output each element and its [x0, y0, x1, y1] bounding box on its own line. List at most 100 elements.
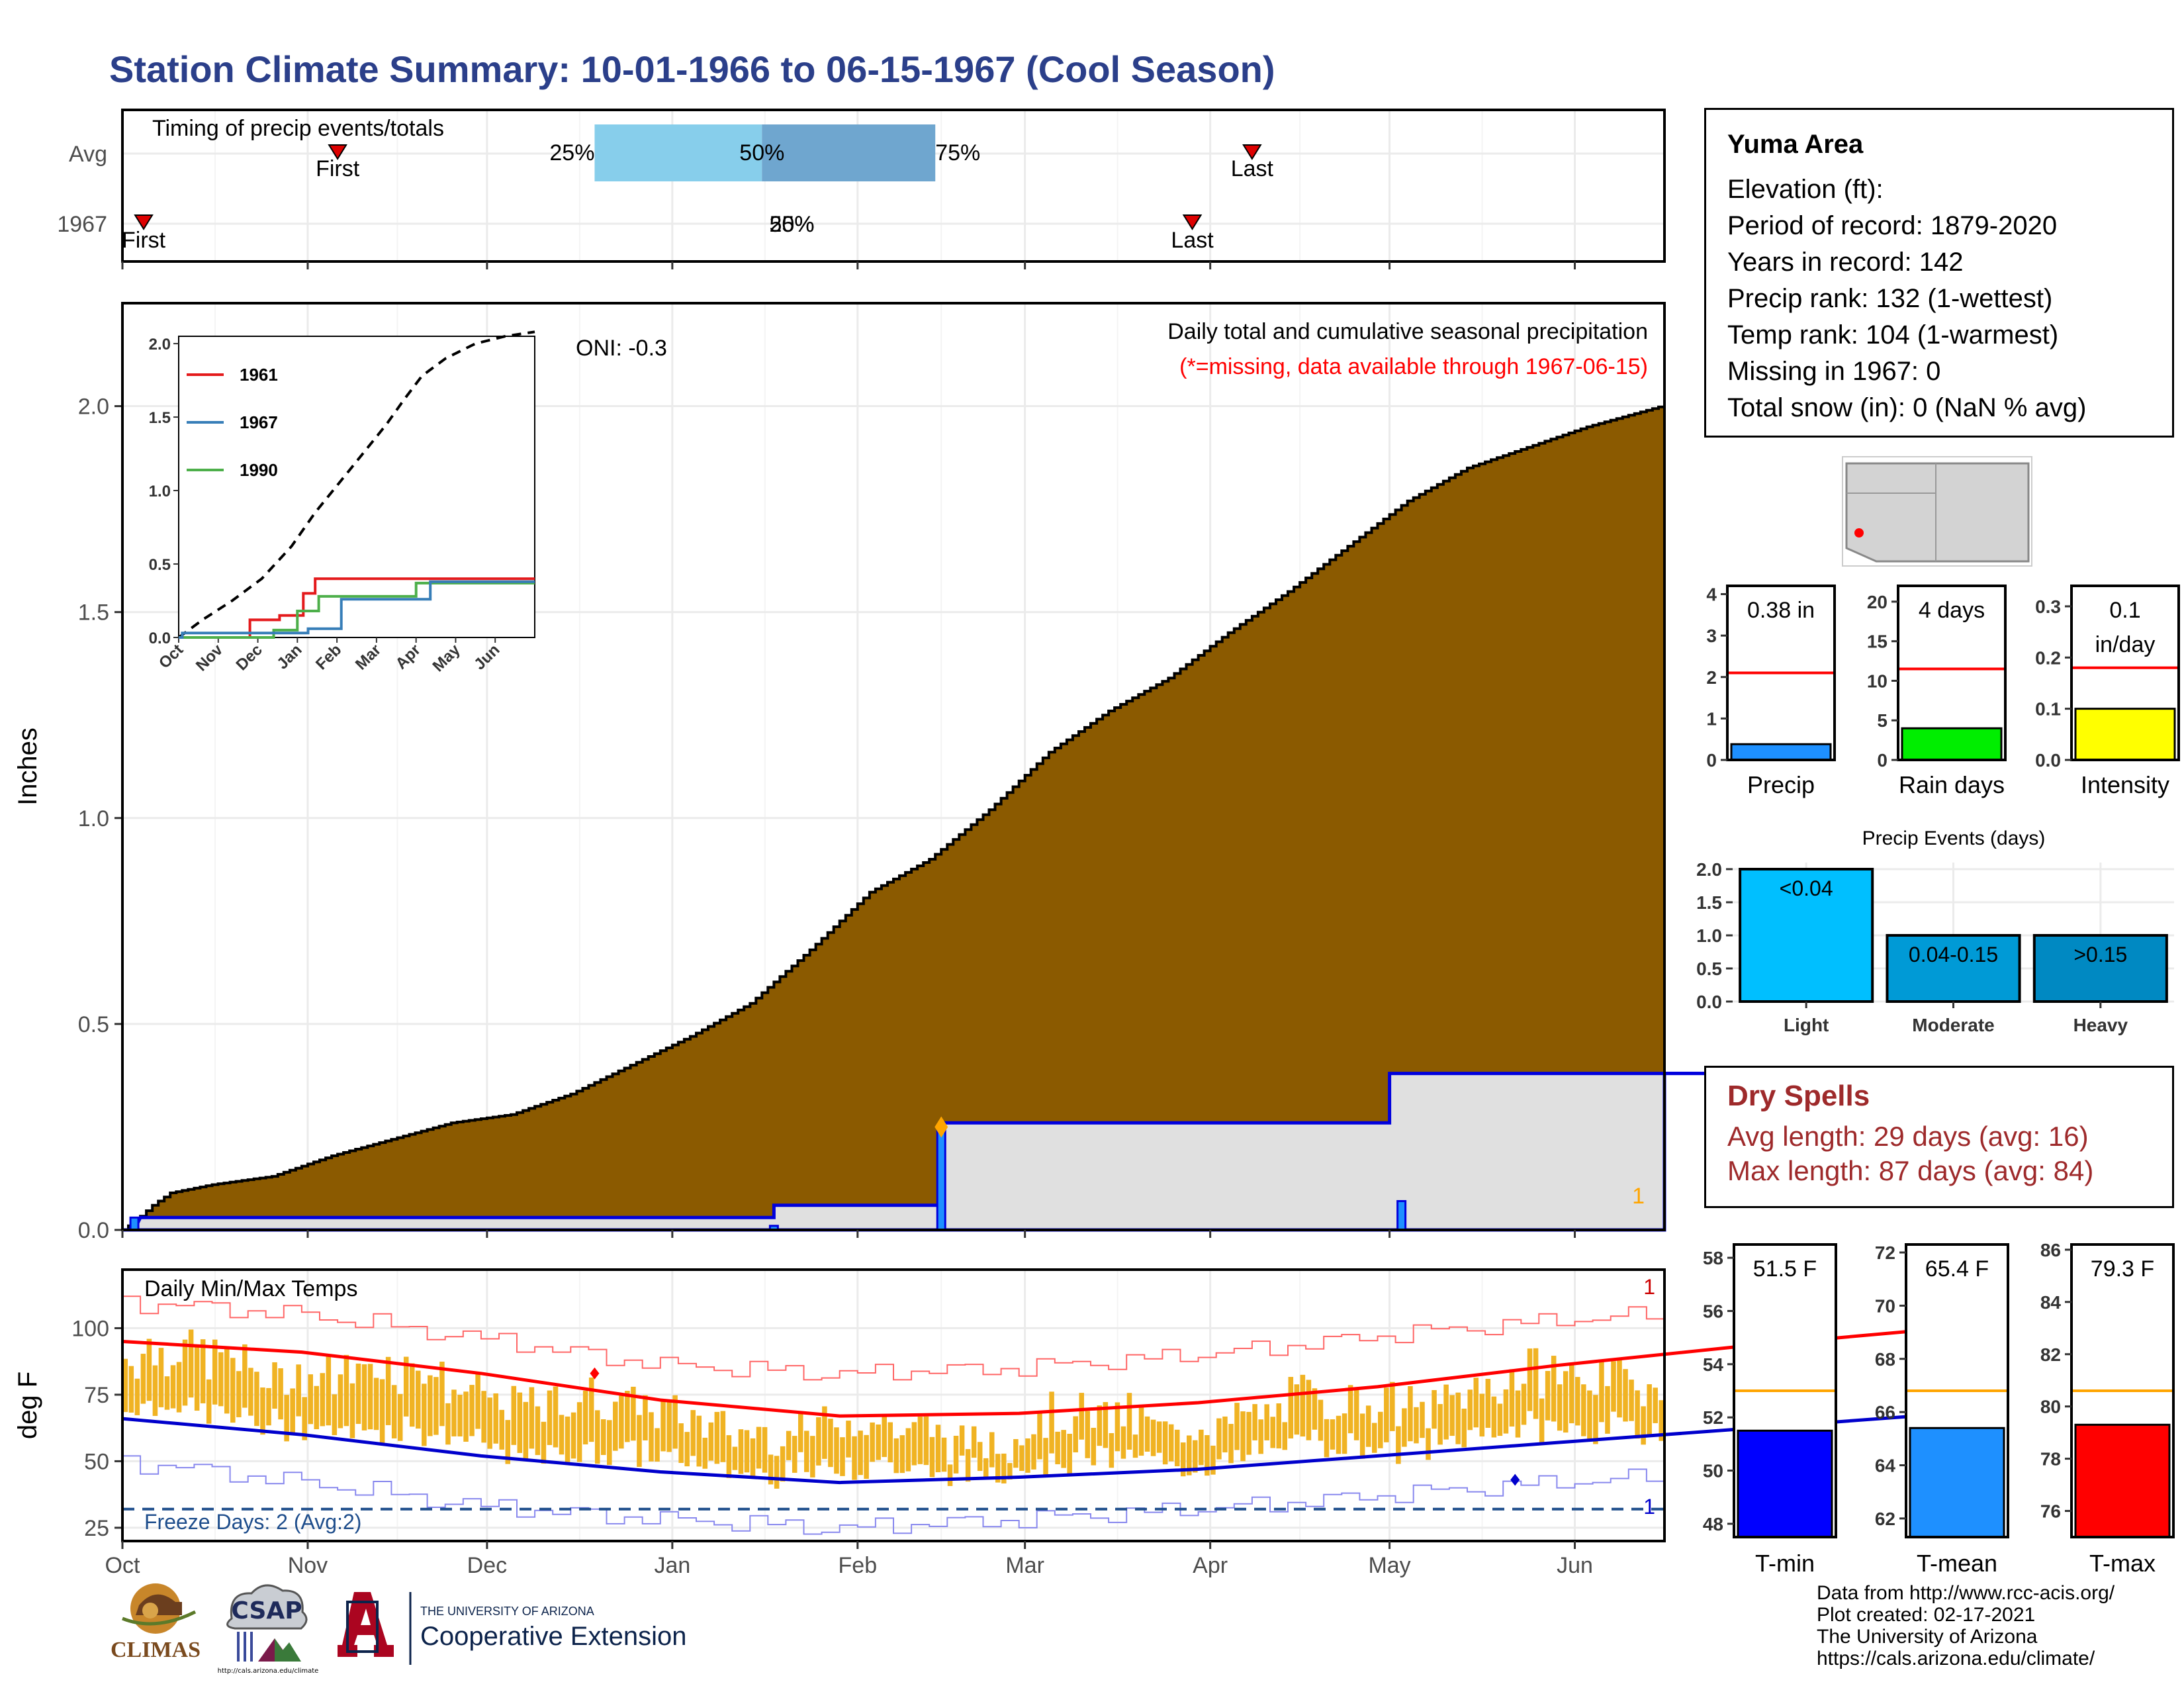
temps-daily-bar-76	[576, 1402, 582, 1462]
events-bar-label-0: <0.04	[1780, 876, 1833, 900]
totals-panel: 0 1 2 3 4 0.38 in Precip 0 5 10 15 20 4 days Rain day…	[1706, 585, 2180, 798]
temps-daily-bar-87	[643, 1395, 648, 1440]
temps-daily-bar-178	[1187, 1435, 1192, 1476]
ttot-ytick-label-2-5: 86	[2040, 1240, 2061, 1260]
tot-ytick-label-2-1: 0.1	[2035, 699, 2061, 720]
temps-daily-bar-72	[553, 1386, 559, 1448]
temps-daily-bar-129	[893, 1438, 899, 1474]
temps-record-min-line	[122, 1455, 1665, 1535]
temps-daily-bar-134	[923, 1416, 929, 1466]
temps-panel: 25 50 75 100 Daily Min/Max Temps Freeze Days:…	[13, 1268, 1976, 1578]
tot-value-label-0: 0.38 in	[1747, 598, 1815, 623]
temps-daily-bar-167	[1120, 1426, 1126, 1459]
temps-daily-bar-191	[1264, 1404, 1269, 1440]
precip-border	[121, 302, 1666, 1231]
credit-plot-date: Plot created: 02-17-2021	[1817, 1604, 2036, 1626]
temps-daily-bar-2	[134, 1378, 140, 1415]
temps-daily-bar-133	[917, 1417, 923, 1464]
temps-daily-bar-163	[1097, 1405, 1103, 1446]
temps-daily-bar-112	[792, 1436, 797, 1473]
temps-daily-bar-229	[1491, 1396, 1497, 1438]
ttot-ytick-label-1-1: 64	[1875, 1456, 1896, 1476]
temps-daily-bar-256	[1653, 1387, 1658, 1423]
ua-logo: THE UNIVERSITY OF ARIZONA Cooperative Ex…	[338, 1592, 686, 1665]
temps-daily-bar-91	[666, 1401, 672, 1452]
temps-daily-bar-26	[278, 1368, 283, 1420]
tot-ytick-label-2-2: 0.2	[2035, 647, 2061, 668]
timing-1967-q25-label: 25%	[769, 212, 814, 237]
temps-daily-bar-188	[1246, 1411, 1251, 1455]
temps-daily-bar-249	[1611, 1361, 1616, 1412]
temps-record-max-line	[122, 1295, 1665, 1381]
temps-daily-bar-137	[941, 1437, 947, 1472]
temps-daily-bar-108	[768, 1454, 774, 1485]
tot-ytick-label-2-0: 0.0	[2035, 750, 2061, 771]
events-ytick-label-3: 1.5	[1696, 892, 1722, 913]
timing-q25-q50-bar	[594, 124, 762, 181]
tot-value-bar-1	[1901, 727, 2003, 761]
temps-daily-bar-33	[320, 1373, 326, 1427]
temps-daily-bar-119	[834, 1427, 839, 1474]
temps-daily-bar-83	[619, 1395, 624, 1449]
temps-daily-bar-154	[1043, 1438, 1048, 1476]
temps-daily-bar-227	[1479, 1393, 1485, 1437]
temps-daily-bar-30	[302, 1397, 307, 1440]
temps-daily-bar-18	[230, 1358, 236, 1423]
temps-daily-bar-202	[1330, 1419, 1336, 1450]
temps-xtick-label-0: Oct	[105, 1553, 140, 1578]
temps-daily-bar-36	[338, 1374, 343, 1429]
temps-daily-bar-153	[1037, 1411, 1042, 1460]
temps-daily-bar-106	[756, 1427, 762, 1469]
temps-daily-bar-61	[487, 1397, 492, 1449]
ttot-xlabel-0: T-min	[1755, 1550, 1815, 1577]
temps-daily-bar-185	[1228, 1424, 1234, 1464]
temps-daily-bar-148	[1007, 1463, 1013, 1479]
temps-daily-bar-20	[242, 1344, 248, 1408]
temps-daily-bar-55	[451, 1389, 457, 1436]
temps-daily-bar-252	[1629, 1380, 1634, 1421]
station-period: Period of record: 1879-2020	[1727, 211, 2058, 240]
temps-daily-bar-59	[475, 1374, 480, 1429]
temps-daily-bar-80	[600, 1419, 606, 1455]
ttot-ytick-label-0-1: 50	[1703, 1461, 1723, 1481]
temps-daily-bar-104	[744, 1430, 750, 1473]
events-ytick-label-0: 0.0	[1696, 992, 1722, 1012]
temps-daily-bar-121	[846, 1421, 851, 1458]
ua-small-text: THE UNIVERSITY OF ARIZONA	[420, 1605, 594, 1618]
temps-daily-bar-115	[810, 1436, 815, 1477]
temps-daily-bar-132	[911, 1422, 917, 1466]
temps-daily-bar-143	[977, 1442, 983, 1472]
temps-daily-bar-85	[631, 1386, 636, 1441]
temps-daily-bar-109	[774, 1456, 780, 1489]
temps-daily-bar-88	[649, 1412, 654, 1462]
temps-daily-bar-82	[613, 1401, 618, 1451]
temps-daily-bar-151	[1025, 1438, 1030, 1473]
temps-daily-bar-179	[1193, 1440, 1198, 1473]
ttot-ytick-label-2-4: 84	[2040, 1292, 2062, 1313]
timing-row-label-avg: Avg	[69, 142, 107, 167]
temps-daily-bar-123	[858, 1430, 863, 1476]
temps-daily-bar-208	[1365, 1405, 1371, 1447]
temps-ytick-label-3: 100	[71, 1316, 109, 1341]
inset-series-1961-line	[179, 577, 535, 639]
temps-daily-bar-49	[416, 1370, 421, 1429]
station-years: Years in record: 142	[1727, 248, 1964, 277]
temps-daily-bar-42	[373, 1378, 379, 1430]
events-bar-label-1: 0.04-0.15	[1909, 943, 1998, 966]
temps-daily-bar-184	[1222, 1416, 1228, 1453]
inset-legend-label-1967: 1967	[240, 412, 278, 432]
credits: Data from http://www.rcc-acis.org/ Plot …	[1817, 1582, 2115, 1669]
timing-1967-first-label: First	[122, 228, 166, 253]
inset-legend-label-1961: 1961	[240, 365, 278, 385]
events-ytick-label-2: 1.0	[1696, 925, 1722, 946]
precip-oni: ONI: -0.3	[576, 336, 667, 361]
temps-daily-bar-160	[1079, 1393, 1084, 1440]
temps-daily-bar-135	[929, 1436, 935, 1477]
temps-daily-bar-120	[840, 1437, 845, 1476]
tot-value-bar-2	[2074, 708, 2176, 761]
credit-data-source: Data from http://www.rcc-acis.org/	[1817, 1582, 2115, 1604]
temps-daily-bar-192	[1270, 1417, 1275, 1448]
timing-1967-last-marker	[1182, 214, 1203, 230]
inset-avg-line	[177, 330, 535, 639]
